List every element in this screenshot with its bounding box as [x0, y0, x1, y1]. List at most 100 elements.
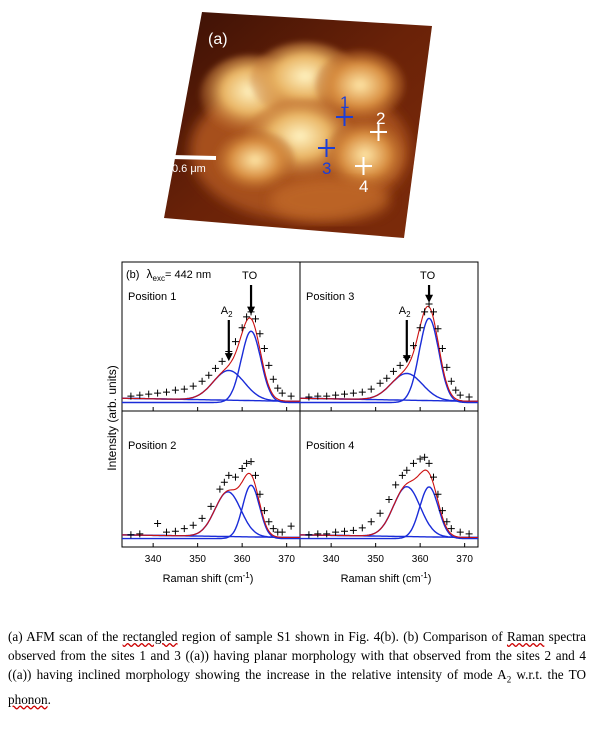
- svg-text:1: 1: [340, 93, 349, 112]
- fit-component-2: [122, 484, 300, 540]
- data-point: [127, 531, 135, 539]
- fit-total: [299, 305, 478, 402]
- svg-text:4: 4: [359, 177, 368, 196]
- data-point: [438, 507, 446, 515]
- data-point: [189, 521, 197, 529]
- data-point: [367, 385, 375, 393]
- x-tick-label: 370: [456, 554, 473, 565]
- data-point: [452, 386, 460, 394]
- data-point: [376, 379, 384, 387]
- data-point: [154, 520, 162, 528]
- subplot-title: Position 4: [306, 440, 354, 452]
- data-point: [238, 464, 246, 472]
- site-marker-2: 2: [370, 109, 387, 141]
- data-point: [238, 324, 246, 332]
- data-point: [171, 527, 179, 535]
- data-point: [430, 473, 437, 481]
- subplot-title: Position 3: [306, 291, 354, 303]
- data-point: [398, 471, 406, 479]
- data-point: [218, 357, 226, 365]
- data-point: [220, 478, 228, 486]
- data-point: [403, 466, 411, 474]
- x-tick-label: 360: [412, 554, 429, 565]
- data-point: [287, 392, 295, 400]
- subplot-title: Position 1: [128, 291, 176, 303]
- data-point: [383, 374, 391, 382]
- subplot-3: Position 2 340 350 360 370: [122, 440, 300, 565]
- data-point: [443, 363, 451, 371]
- data-point: [416, 324, 424, 332]
- data-point: [243, 313, 251, 321]
- data-point: [443, 518, 451, 526]
- data-point: [189, 382, 197, 390]
- subplot-4: Position 4 340 350 360 370: [300, 440, 478, 565]
- data-point: [430, 308, 437, 316]
- data-point: [341, 527, 348, 535]
- data-point: [231, 338, 239, 346]
- data-point: [447, 377, 455, 385]
- data-point: [305, 393, 313, 401]
- data-point: [314, 530, 322, 538]
- x-axis-label-left: Raman shift (cm-1): [163, 571, 254, 585]
- data-point: [385, 495, 393, 503]
- data-point: [376, 509, 384, 517]
- excitation-label: (b) λexc= 442 nm: [126, 267, 211, 283]
- data-point: [180, 525, 188, 533]
- data-point: [465, 530, 473, 538]
- annotation-label: A2: [221, 305, 233, 319]
- data-point: [171, 386, 179, 394]
- data-point: [278, 528, 286, 536]
- data-point: [269, 375, 277, 383]
- data-point: [252, 315, 259, 323]
- data-point: [396, 361, 404, 369]
- annotation-arrowhead: [247, 306, 256, 315]
- subplot-title: Position 2: [128, 440, 176, 452]
- fit-total: [121, 317, 300, 402]
- data-point: [358, 388, 366, 396]
- data-point: [163, 528, 170, 536]
- data-point: [252, 471, 259, 479]
- annotation-arrowhead: [425, 294, 434, 303]
- x-tick-label: 350: [367, 554, 384, 565]
- subplot-1: Position 1 A2 TO: [121, 270, 300, 411]
- annotation-label: TO: [420, 270, 436, 282]
- fit-component-2: [300, 317, 478, 404]
- data-point: [389, 367, 397, 375]
- data-point: [323, 392, 331, 400]
- data-point: [416, 455, 424, 463]
- x-tick-label: 340: [145, 554, 162, 565]
- data-point: [456, 391, 464, 399]
- data-point: [323, 530, 331, 538]
- y-axis-label: Intensity (arb. units): [105, 365, 119, 470]
- x-tick-label: 350: [189, 554, 206, 565]
- data-point: [154, 389, 162, 397]
- data-point: [425, 459, 433, 467]
- data-point: [198, 514, 206, 522]
- raman-spectra-chart: Position 1 A2 TO Position 3 A2 TO Position 2 34…: [105, 261, 479, 585]
- data-point: [198, 377, 206, 385]
- data-point: [341, 390, 348, 398]
- data-point: [367, 518, 375, 526]
- data-point: [409, 342, 417, 350]
- data-point: [211, 364, 219, 372]
- subplot-2: Position 3 A2 TO: [299, 270, 478, 411]
- data-point: [265, 518, 273, 526]
- data-point: [127, 392, 135, 400]
- data-point: [269, 525, 277, 533]
- data-point: [163, 388, 170, 396]
- data-point: [180, 385, 188, 393]
- fit-component-2: [122, 330, 300, 404]
- site-marker-4: 4: [355, 157, 372, 196]
- data-point: [434, 490, 442, 498]
- scale-bar: [170, 155, 217, 160]
- x-tick-label: 370: [278, 554, 295, 565]
- annotation-arrowhead: [224, 353, 233, 362]
- svg-text:3: 3: [322, 159, 331, 178]
- annotation-label: TO: [242, 270, 258, 282]
- data-point: [247, 458, 255, 466]
- data-point: [305, 531, 313, 539]
- data-point: [438, 345, 446, 353]
- data-point: [349, 389, 357, 397]
- fit-component-2: [300, 486, 478, 540]
- data-point: [349, 526, 357, 534]
